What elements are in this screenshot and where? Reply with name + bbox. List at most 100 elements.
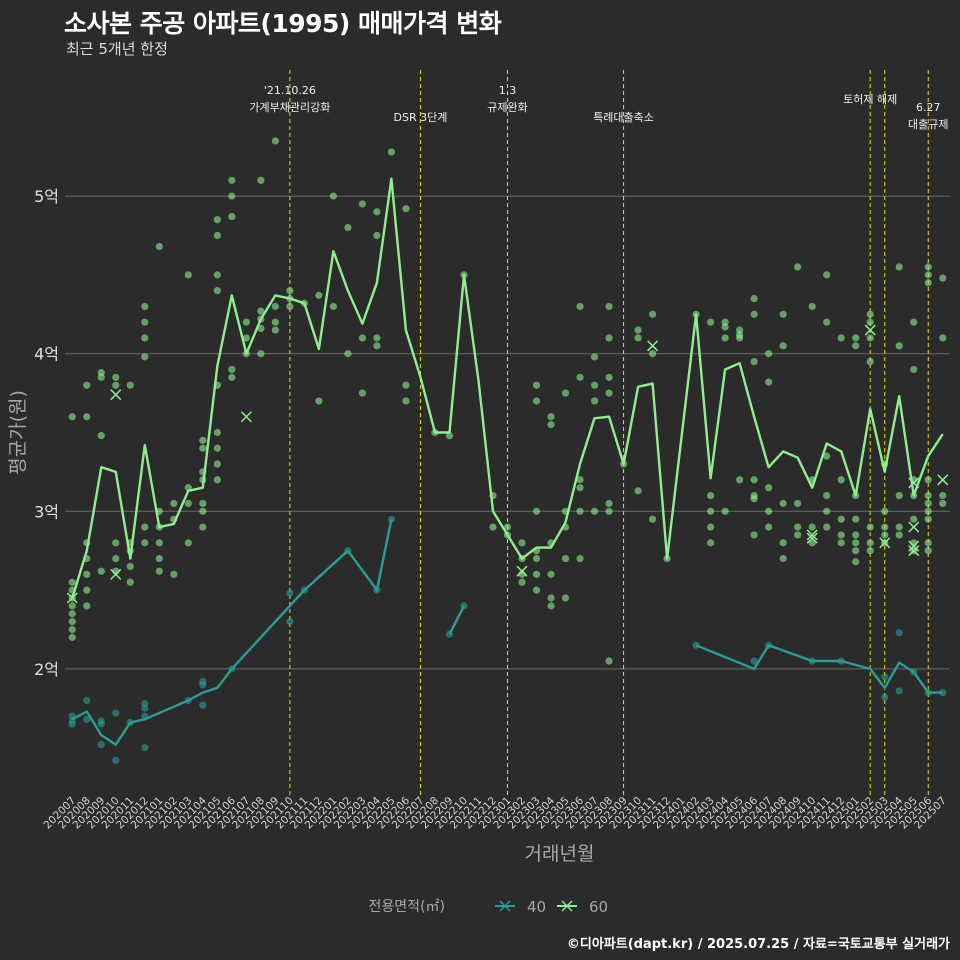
data-point-40: [199, 701, 207, 709]
data-point-60: [155, 507, 163, 515]
data-point-60: [257, 315, 265, 323]
data-point-60: [808, 476, 816, 484]
data-point-60: [779, 539, 787, 547]
data-point-60: [228, 192, 236, 200]
data-point-60: [68, 618, 76, 626]
data-point-60: [184, 484, 192, 492]
event-label: 1.3: [499, 84, 517, 97]
data-point-60: [344, 350, 352, 358]
event-label: DSR 3단계: [394, 111, 448, 124]
data-point-60: [228, 373, 236, 381]
data-point-60: [431, 428, 439, 437]
data-point-40: [837, 657, 845, 665]
data-point-60: [895, 491, 903, 500]
data-point-60: [619, 460, 628, 468]
data-point-60: [852, 539, 860, 547]
data-point-60: [402, 397, 410, 405]
y-tick-label: 3억: [34, 502, 59, 521]
data-point-60: [808, 539, 816, 547]
data-point-60: [286, 287, 294, 295]
cross-marker-60: [806, 532, 818, 544]
data-point-60: [837, 531, 845, 539]
data-point-40: [910, 668, 918, 676]
data-point-60: [97, 567, 105, 575]
data-point-60: [881, 523, 889, 531]
data-point-60: [518, 539, 526, 547]
cross-marker-60: [908, 545, 920, 557]
data-point-40: [881, 693, 889, 701]
data-point-60: [503, 523, 512, 531]
data-point-40: [184, 696, 192, 705]
cross-marker-60: [806, 529, 818, 541]
data-point-60: [924, 263, 932, 271]
data-point-60: [315, 397, 323, 405]
data-point-60: [837, 334, 845, 342]
data-point-60: [837, 539, 845, 547]
data-point-60: [228, 176, 236, 184]
source-caption: ©디아파트(dapt.kr) / 2025.07.25 / 자료=국토교통부 실…: [566, 937, 950, 952]
data-point-60: [83, 554, 91, 563]
data-point-60: [141, 334, 149, 342]
data-point-40: [112, 709, 120, 717]
event-label: 특례대출축소: [593, 111, 654, 124]
data-point-60: [852, 547, 860, 555]
data-point-60: [532, 554, 541, 563]
data-point-60: [126, 539, 134, 547]
data-point-60: [779, 499, 787, 508]
data-point-40: [939, 688, 947, 697]
data-point-60: [155, 242, 163, 251]
data-point-60: [634, 326, 642, 334]
data-point-60: [576, 484, 584, 492]
data-point-60: [721, 507, 729, 515]
data-point-40: [808, 657, 816, 665]
data-point-60: [837, 515, 845, 523]
data-point-60: [605, 302, 613, 311]
data-point-60: [155, 523, 163, 531]
data-point-60: [387, 148, 396, 156]
data-point-60: [852, 531, 860, 539]
data-point-60: [257, 324, 265, 333]
data-point-60: [924, 515, 932, 523]
event-label: '21.10.26: [264, 84, 316, 97]
data-point-60: [213, 287, 221, 295]
data-point-60: [315, 291, 323, 299]
cross-marker-60: [908, 477, 920, 489]
event-label: 가계부채관리강화: [249, 101, 330, 114]
data-point-60: [286, 294, 294, 303]
axis-layer: 2억3억4억5억20200720200820200920201020201120…: [7, 187, 949, 865]
data-point-60: [721, 323, 729, 331]
cross-marker-60: [879, 537, 891, 549]
data-point-60: [910, 318, 918, 326]
data-point-60: [141, 318, 149, 326]
data-point-40: [83, 715, 91, 723]
data-point-60: [866, 523, 874, 531]
data-point-40: [112, 756, 120, 764]
data-point-60: [358, 389, 367, 397]
data-point-60: [924, 507, 932, 515]
cross-marker-60: [908, 540, 920, 552]
data-point-60: [852, 334, 860, 342]
data-point-40: [83, 696, 91, 705]
legend-item-40: 40: [495, 898, 546, 916]
data-point-60: [170, 515, 178, 523]
data-point-60: [750, 531, 758, 539]
data-point-60: [823, 271, 831, 279]
data-point-60: [590, 507, 599, 515]
data-point-60: [750, 357, 758, 366]
data-point-60: [532, 547, 541, 555]
data-point-60: [373, 208, 381, 216]
data-point-60: [213, 428, 221, 437]
data-point-60: [532, 570, 541, 578]
data-point-60: [184, 539, 192, 547]
cross-marker-60: [937, 474, 949, 486]
data-point-60: [852, 515, 860, 523]
data-point-60: [576, 476, 584, 484]
data-point-60: [242, 350, 250, 358]
series-line-40: [695, 644, 943, 694]
data-point-60: [634, 487, 642, 495]
data-point-60: [518, 554, 526, 563]
data-point-60: [924, 476, 932, 484]
data-point-60: [924, 499, 932, 508]
data-point-60: [68, 610, 76, 618]
